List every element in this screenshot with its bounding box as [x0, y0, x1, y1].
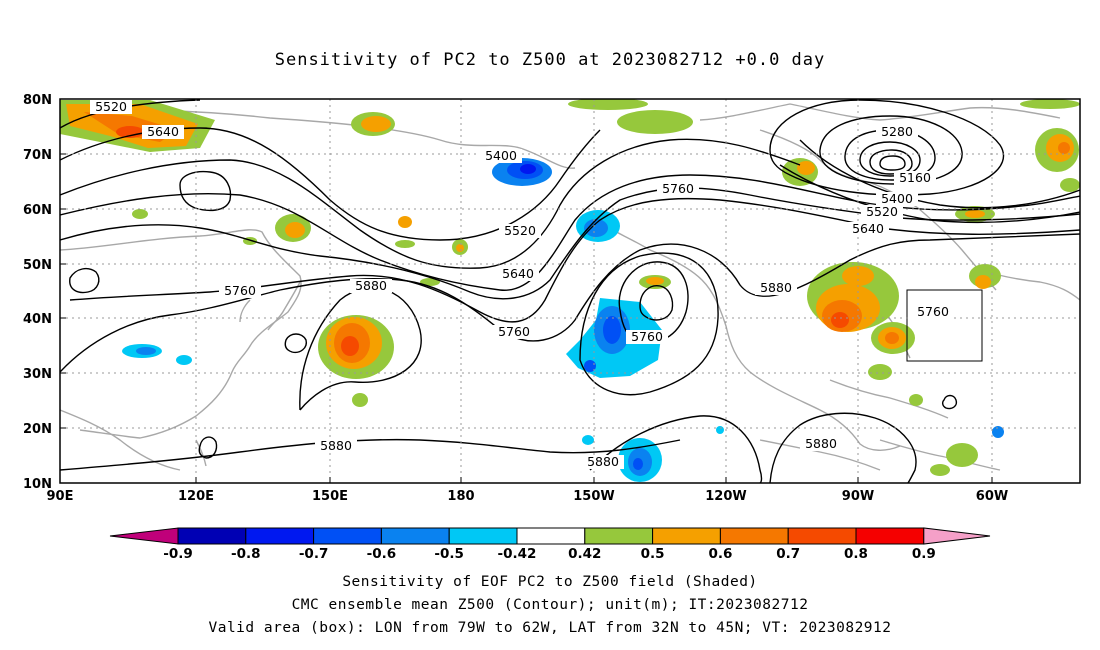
colorbar-label: 0.9: [912, 546, 936, 562]
map-area: [60, 99, 1080, 483]
contour-label: 5640: [852, 221, 884, 236]
colorbar-label: 0.42: [568, 546, 601, 562]
colorbar-min-arrow: [109, 527, 179, 545]
contour-label: 5760: [631, 329, 663, 344]
caption-line-1: Sensitivity of EOF PC2 to Z500 field (Sh…: [342, 574, 758, 590]
latitude-labels: 80N 70N 60N 50N 40N 30N 20N 10N: [23, 93, 52, 492]
lat-label: 50N: [23, 258, 52, 273]
lon-label: 150E: [312, 489, 348, 504]
colorbar-segment: [584, 527, 654, 545]
lon-label: 60W: [976, 489, 1008, 504]
lat-label: 40N: [23, 312, 52, 327]
contour-labels: 5520 5640 5400 5520 5640 5760 5880 5760 …: [90, 99, 954, 469]
contour-label: 5520: [866, 204, 898, 219]
lon-label: 90W: [842, 489, 874, 504]
colorbar-label: -0.42: [498, 546, 537, 562]
plot-title: Sensitivity of PC2 to Z500 at 2023082712…: [274, 50, 826, 70]
colorbar-label: -0.9: [163, 546, 193, 562]
lat-label: 80N: [23, 93, 52, 108]
colorbar-segment: [787, 527, 857, 545]
colorbar-segment: [380, 527, 450, 545]
lon-label: 150W: [573, 489, 614, 504]
contour-label: 5160: [899, 170, 931, 185]
lon-label: 120W: [705, 489, 746, 504]
contour-label: 5640: [147, 124, 179, 139]
longitude-labels: 90E 120E 150E 180 150W 120W 90W 60W: [47, 489, 1009, 504]
tick-marks: [60, 98, 993, 484]
colorbar-segment: [177, 527, 247, 545]
colorbar-label: 0.8: [844, 546, 868, 562]
colorbar-label: 0.6: [708, 546, 732, 562]
contour-label: 5760: [498, 324, 530, 339]
contour-label: 5760: [917, 304, 949, 319]
contour-label: 5760: [224, 283, 256, 298]
lat-label: 10N: [23, 477, 52, 492]
gridlines: [60, 99, 1080, 483]
colorbar-label: -0.8: [231, 546, 261, 562]
lat-label: 60N: [23, 203, 52, 218]
colorbar-max-arrow: [923, 527, 991, 545]
colorbar-label: -0.7: [299, 546, 329, 562]
colorbar-label: -0.6: [367, 546, 397, 562]
colorbar-segment: [652, 527, 721, 545]
colorbar-segment: [719, 527, 789, 545]
contour-label: 5880: [587, 454, 619, 469]
contour-label: 5400: [881, 191, 913, 206]
colorbar-segment: [855, 527, 925, 545]
lon-label: 120E: [178, 489, 214, 504]
lat-label: 30N: [23, 367, 52, 382]
contour-label: 5520: [504, 223, 536, 238]
lon-label: 90E: [47, 489, 74, 504]
lat-label: 70N: [23, 148, 52, 163]
contour-label: 5520: [95, 99, 127, 114]
lat-label: 20N: [23, 422, 52, 437]
colorbar-label: -0.5: [434, 546, 464, 562]
contour-label: 5280: [881, 124, 913, 139]
contour-label: 5880: [805, 436, 837, 451]
contour-label: 5400: [485, 148, 517, 163]
contour-label: 5880: [355, 278, 387, 293]
contour-label: 5880: [320, 438, 352, 453]
colorbar-label: 0.7: [776, 546, 800, 562]
colorbar-segment: [516, 527, 586, 545]
valid-area-box: [906, 289, 983, 362]
sensitivity-shading: [60, 99, 1080, 482]
caption-line-2: CMC ensemble mean Z500 (Contour); unit(m…: [291, 597, 809, 613]
caption-line-3: Valid area (box): LON from 79W to 62W, L…: [208, 620, 892, 636]
colorbar-segment: [245, 527, 315, 545]
colorbar-label: 0.5: [641, 546, 665, 562]
coastlines: [60, 103, 1080, 471]
colorbar-segment: [313, 527, 382, 545]
contour-label: 5880: [760, 280, 792, 295]
contour-label: 5640: [502, 266, 534, 281]
map-frame: [59, 98, 1081, 484]
colorbar: -0.9 -0.8 -0.7 -0.6 -0.5 -0.42 0.42 0.5 0.6 0.7 0.…: [109, 527, 991, 562]
colorbar-segment: [448, 527, 518, 545]
lon-label: 180: [447, 489, 474, 504]
contour-label: 5760: [662, 181, 694, 196]
